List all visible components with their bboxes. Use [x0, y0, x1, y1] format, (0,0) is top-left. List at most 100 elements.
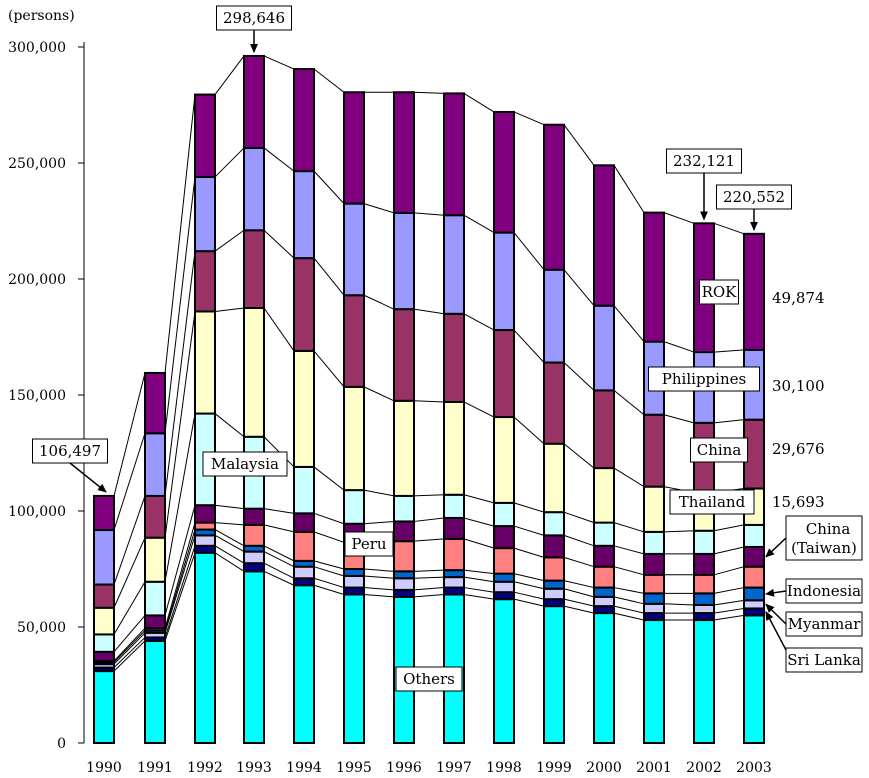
- bar-segment-indonesia-1999: [543, 579, 565, 590]
- side-arrow-china-taiwan: [765, 537, 787, 558]
- y-tick-label: 250,000: [8, 156, 66, 172]
- bar-segment-myanmar-2002: [693, 603, 715, 615]
- total-callout-2002: 232,121: [666, 148, 742, 174]
- side-label-indonesia: Indonesia: [785, 578, 863, 604]
- bar-segment-myanmar-2000: [593, 595, 615, 608]
- connector-malaysia: [563, 511, 595, 524]
- connector-indonesia: [214, 529, 245, 547]
- connector-sri-lanka: [363, 587, 395, 591]
- bar-segment-sri-lanka-1992: [194, 544, 216, 554]
- connector-china: [563, 362, 595, 391]
- bar-segment-peru-1999: [543, 556, 565, 582]
- connector-peru: [263, 524, 295, 533]
- connector-indonesia: [413, 569, 445, 572]
- connector-myanmar: [463, 576, 495, 583]
- connector-indonesia: [313, 560, 345, 570]
- x-tick-label: 1994: [286, 760, 322, 776]
- connector-myanmar: [363, 575, 395, 579]
- bar-segment-myanmar-1997: [443, 576, 465, 589]
- bar-segment-peru-1997: [443, 537, 465, 572]
- bar-segment-myanmar-1994: [293, 565, 315, 580]
- connector-indonesia: [113, 630, 146, 663]
- bar-segment-peru-1996: [393, 540, 415, 573]
- bar-segment-indonesia-2003: [743, 586, 765, 602]
- side-label-sri-lanka: Sri Lanka: [785, 647, 863, 673]
- connector-rok: [113, 372, 146, 497]
- series-label-peru: Peru: [344, 531, 394, 557]
- bar-segment-malaysia-2003: [743, 523, 765, 548]
- connector-china-taiwan: [313, 512, 345, 525]
- bar-segment-thailand-1995: [343, 385, 365, 492]
- x-tick-label: 2000: [586, 760, 622, 776]
- bar-segment-indonesia-1998: [493, 572, 515, 583]
- connector-malaysia: [663, 530, 695, 533]
- connector-sri-lanka: [563, 598, 595, 607]
- bar-segment-china-taiwan-1994: [293, 512, 315, 533]
- bar-segment-china-1997: [443, 312, 465, 403]
- x-tick-label: 1993: [236, 760, 272, 776]
- bar-segment-indonesia-1996: [393, 570, 415, 580]
- bar-segment-china-taiwan-1996: [393, 520, 415, 543]
- bar-segment-malaysia-1997: [443, 493, 465, 519]
- connector-indonesia: [164, 529, 196, 631]
- connector-sri-lanka: [164, 545, 196, 638]
- bar-segment-thailand-1992: [194, 310, 216, 415]
- svg-text:220,552: 220,552: [723, 188, 785, 206]
- series-label-thailand: Thailand: [669, 489, 755, 515]
- connector-philippines: [363, 203, 395, 214]
- connector-peru: [214, 522, 245, 526]
- bar-segment-rok-1997: [443, 92, 465, 217]
- connector-china-taiwan: [113, 615, 146, 653]
- bar-segment-myanmar-2003: [743, 599, 765, 610]
- bar-segment-myanmar-1996: [393, 577, 415, 591]
- bar-segment-philippines-1997: [443, 214, 465, 315]
- connector-china: [214, 229, 245, 252]
- connector-thailand: [263, 307, 295, 352]
- bar-segment-thailand-2000: [593, 467, 615, 524]
- bar-segment-others-1998: [493, 598, 515, 744]
- bar-segment-rok-2003: [743, 232, 765, 351]
- connector-malaysia: [713, 524, 745, 532]
- connector-peru: [563, 556, 595, 568]
- connector-myanmar: [164, 535, 196, 633]
- bar-segment-thailand-1997: [443, 400, 465, 496]
- connector-sri-lanka: [113, 637, 146, 668]
- connector-malaysia: [363, 489, 395, 497]
- connector-rok: [463, 92, 495, 113]
- connector-others: [613, 612, 645, 621]
- connector-china-taiwan: [463, 517, 495, 527]
- connector-thailand: [413, 400, 445, 403]
- bar-segment-philippines-1992: [194, 175, 216, 253]
- side-arrow-myanmar: [765, 603, 787, 625]
- connector-china: [363, 294, 395, 310]
- bar-segment-philippines-1993: [243, 146, 265, 232]
- connector-rok: [663, 212, 695, 224]
- bar-segment-sri-lanka-1994: [293, 577, 315, 587]
- connector-others: [463, 594, 495, 600]
- bar-segment-china-taiwan-2000: [593, 544, 615, 568]
- bar-segment-china-2001: [643, 413, 665, 488]
- connector-others: [164, 552, 196, 642]
- connector-china: [663, 414, 695, 424]
- bar-segment-others-2000: [593, 612, 615, 745]
- bar-segment-others-2003: [743, 614, 765, 745]
- connector-china: [113, 495, 146, 585]
- x-tick-label: 2001: [636, 760, 672, 776]
- bar-segment-malaysia-1998: [493, 501, 515, 528]
- bar-segment-philippines-2000: [593, 304, 615, 392]
- series-label-philippines: Philippines: [648, 366, 760, 392]
- connector-sri-lanka: [513, 591, 545, 600]
- bar-segment-others-1999: [543, 605, 565, 744]
- bar-segment-indonesia-1995: [343, 568, 365, 577]
- bar-segment-thailand-1996: [393, 399, 415, 497]
- svg-text:(Taiwan): (Taiwan): [791, 539, 857, 557]
- bar-segment-malaysia-1996: [393, 494, 415, 523]
- connector-china: [313, 257, 345, 296]
- connector-philippines: [263, 147, 295, 172]
- bar-segment-malaysia-2001: [643, 530, 665, 555]
- bar-segment-malaysia-1999: [543, 511, 565, 537]
- connector-thailand: [164, 311, 196, 538]
- connector-philippines: [313, 170, 345, 204]
- bar-segment-sri-lanka-1995: [343, 586, 365, 596]
